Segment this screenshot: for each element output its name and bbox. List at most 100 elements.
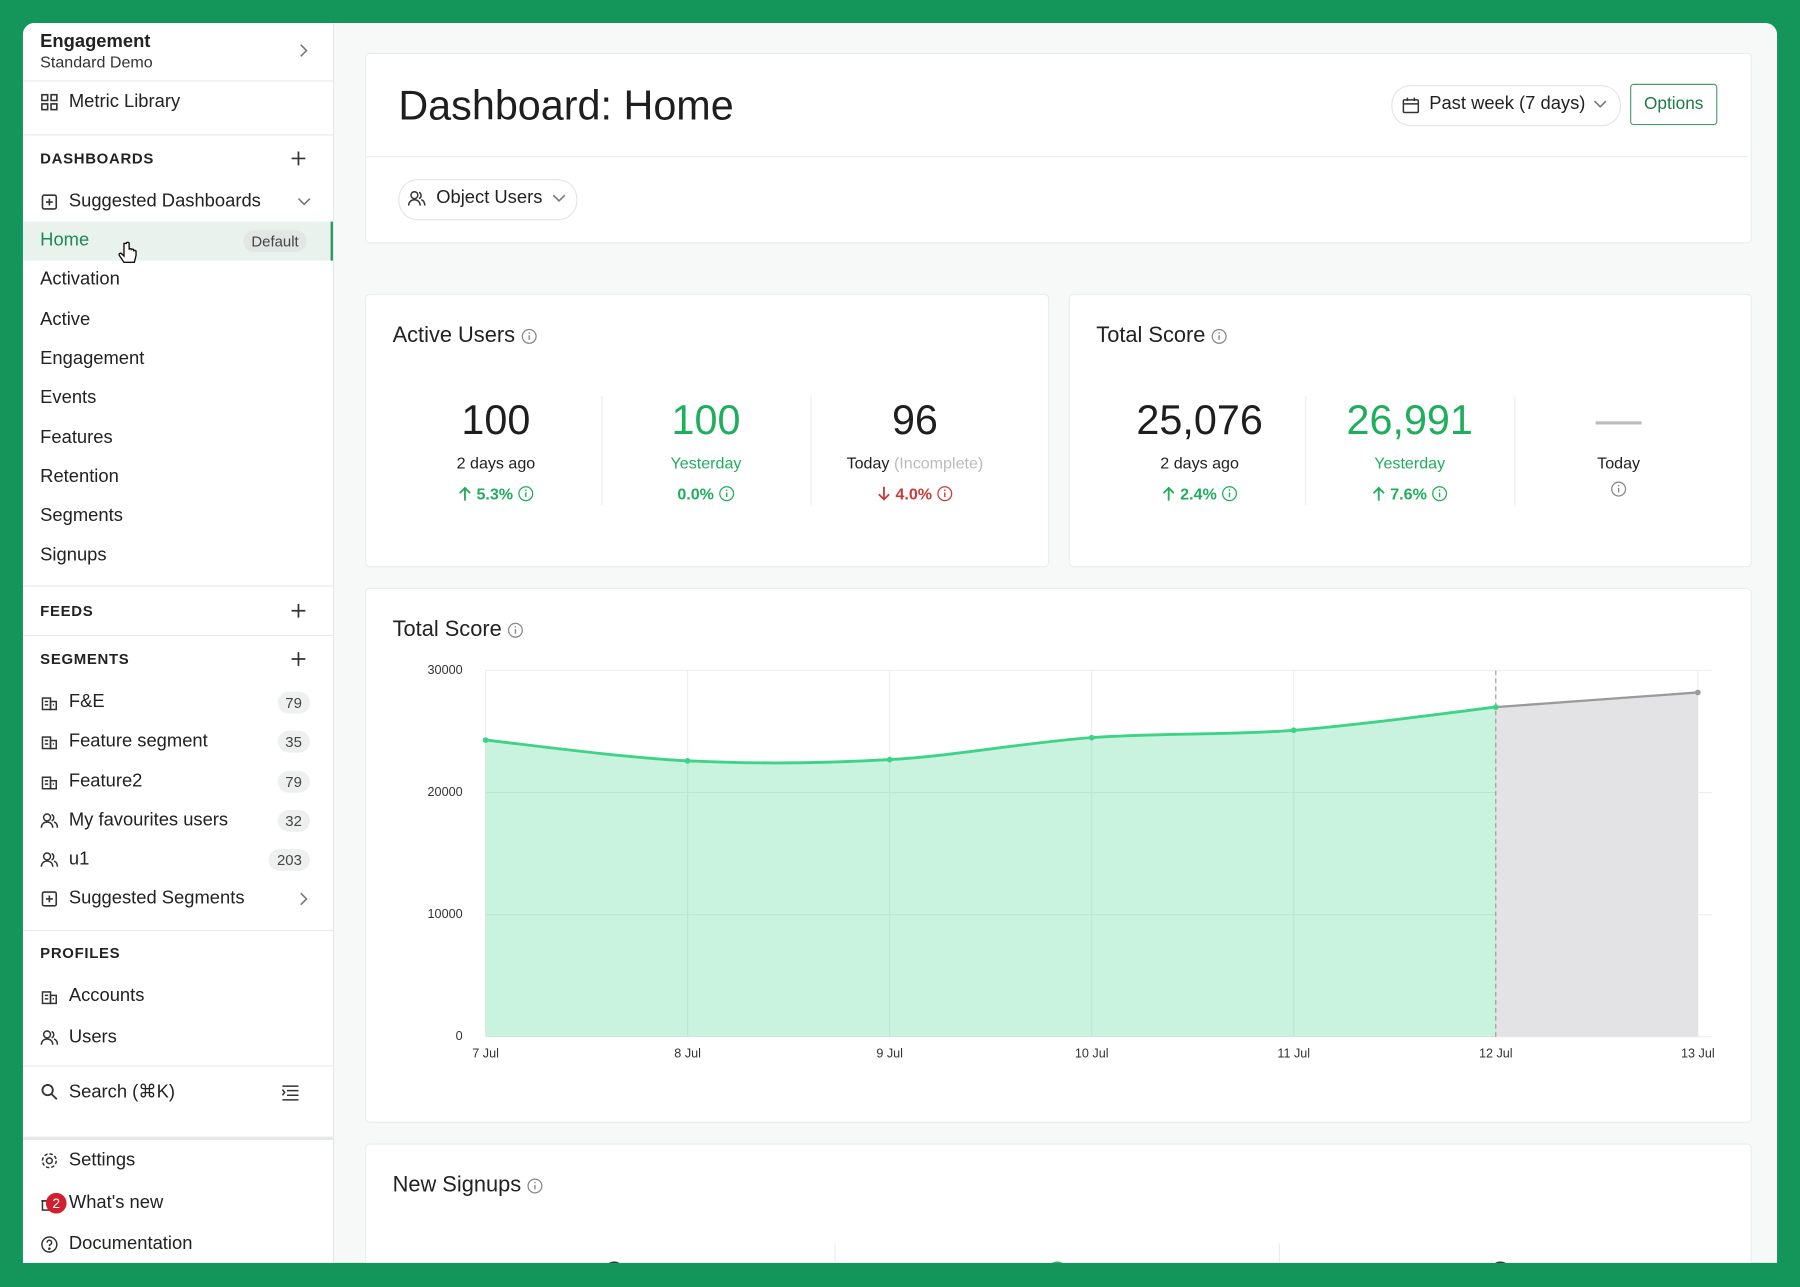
divider [22, 1065, 333, 1067]
divider [22, 1136, 333, 1141]
count-badge: 32 [277, 809, 310, 832]
workspace-title[interactable]: Engagement [40, 32, 151, 52]
info-icon [1211, 328, 1227, 344]
info-icon [719, 486, 735, 502]
column-divider [601, 396, 603, 506]
stat-change: 5.3% [476, 484, 514, 503]
trend-arrow [878, 486, 890, 501]
footer-link-icon [41, 1153, 57, 1169]
dashboard-link[interactable]: Segments [40, 506, 123, 526]
header-card [365, 52, 1752, 244]
count-badge: 203 [268, 849, 310, 872]
column-divider [1305, 396, 1307, 506]
stat-label-row: Today [1597, 453, 1640, 471]
footer-link[interactable]: What's new [68, 1192, 164, 1212]
segment-link[interactable]: u1 [68, 849, 90, 870]
chart-title: Total Score [392, 617, 502, 642]
dashboard-link[interactable]: Active [40, 309, 91, 330]
dashboard-link[interactable]: Signups [40, 545, 107, 566]
notification-badge: 2 [45, 1192, 67, 1213]
stat-label-row: 2 days ago [1160, 453, 1239, 471]
segment-link[interactable]: Feature2 [68, 771, 143, 791]
segment-link[interactable]: Feature segment [68, 731, 208, 752]
stat-value: 100 [671, 396, 741, 444]
footer-link[interactable]: Documentation [68, 1234, 193, 1254]
section-heading: SEGMENTS [40, 650, 130, 668]
filter-pill[interactable] [398, 179, 578, 221]
metric-library[interactable]: Metric Library [68, 91, 181, 112]
divider [22, 80, 333, 82]
suggested-segments[interactable]: Suggested Segments [68, 888, 245, 909]
dashboard-link[interactable]: Events [40, 388, 97, 408]
date-range-button[interactable] [1391, 84, 1621, 127]
card-title: Active Users [392, 323, 516, 348]
stat-value: 0 [1489, 1253, 1512, 1263]
menu-icon [281, 1085, 299, 1101]
segment-link-icon [40, 813, 59, 828]
stat-value: 25,076 [1136, 396, 1263, 444]
chevron [300, 44, 308, 57]
stat-label-row: Yesterday [1374, 453, 1445, 471]
stat-change: 7.6% [1390, 484, 1427, 503]
card-title: New Signups [392, 1173, 522, 1198]
filter-label[interactable]: Object Users [436, 188, 543, 208]
stat-value: 26,991 [1346, 396, 1473, 444]
dashboard-link[interactable]: Retention [40, 467, 119, 487]
footer-link[interactable]: Settings [68, 1150, 136, 1170]
stat-label: 2 days ago [1160, 453, 1239, 472]
divider [22, 585, 333, 587]
section-heading: DASHBOARDS [40, 149, 155, 168]
column-divider [1278, 1243, 1280, 1263]
dashboard-link[interactable]: Engagement [40, 348, 145, 369]
segment-link-icon [40, 852, 59, 868]
section-heading: PROFILES [40, 944, 121, 962]
stat-change-row: 4.0% [877, 484, 953, 503]
divider [22, 929, 333, 932]
column-divider [810, 396, 812, 506]
dashboard-link[interactable]: Home [40, 230, 90, 251]
stat-label: Yesterday [670, 453, 742, 472]
search[interactable]: Search (⌘K) [68, 1082, 176, 1103]
column-divider [834, 1243, 836, 1263]
divider [22, 634, 333, 637]
workspace-subtitle: Standard Demo [40, 52, 153, 72]
stat-label: Today [1597, 453, 1641, 472]
suggested-dashboards[interactable]: Suggested Dashboards [68, 191, 261, 212]
dashboard-link[interactable]: Features [40, 427, 113, 448]
add-button [291, 151, 306, 166]
info-icon [1611, 481, 1627, 497]
count-badge: 35 [277, 731, 310, 753]
kpi-card [365, 293, 1050, 568]
profile-link[interactable]: Users [68, 1027, 117, 1048]
stat-value: 96 [891, 396, 938, 444]
options-button[interactable]: Options [1630, 83, 1718, 126]
stat-change: 0.0% [677, 484, 714, 503]
stat-label: Yesterday [1374, 453, 1446, 472]
chevron [300, 892, 308, 906]
stat-change-row: 2.4% [1162, 484, 1238, 503]
column-divider [1514, 396, 1516, 506]
date-range[interactable]: Past week (7 days) [1429, 94, 1586, 114]
app: Engagement Standard Demo Metric Library DAS… [22, 22, 1778, 1263]
section-heading: FEEDS [40, 602, 94, 620]
profile-link[interactable]: Accounts [68, 986, 145, 1006]
stat-change: 4.0% [895, 484, 933, 503]
stat-label-row: 2 days ago [457, 453, 536, 471]
stat-note: (Incomplete) [893, 453, 984, 472]
dashboard-link[interactable]: Activation [40, 270, 120, 290]
info-icon [507, 622, 523, 638]
footer-link-icon [41, 1236, 58, 1253]
trend-arrow [1162, 486, 1175, 501]
stat-change-row: 0.0% [677, 484, 735, 503]
suggested-segments-icon [41, 891, 58, 907]
stat-label: 2 days ago [456, 453, 536, 472]
add-button [291, 603, 306, 618]
segment-link[interactable]: F&E [68, 692, 105, 712]
chevron [552, 194, 566, 203]
divider [22, 134, 333, 136]
trend-arrow [1372, 486, 1385, 501]
segment-link[interactable]: My favourites users [68, 810, 229, 830]
stat-change-row: 7.6% [1372, 484, 1448, 503]
